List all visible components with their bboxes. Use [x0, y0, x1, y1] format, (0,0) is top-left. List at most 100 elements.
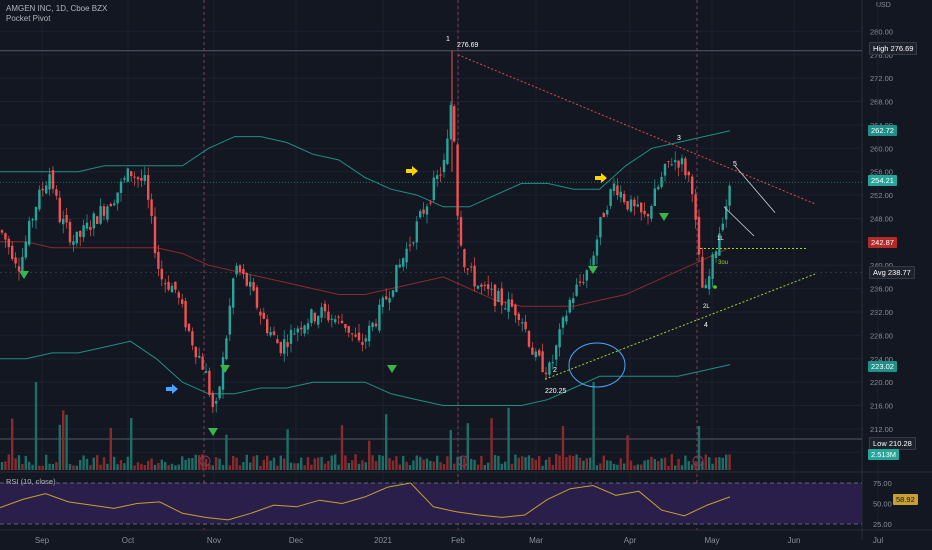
volume-bar — [442, 464, 446, 470]
candle-body — [184, 301, 187, 328]
symbol-title[interactable]: AMGEN INC, 1D, Cboe BZX — [6, 4, 108, 13]
candle-body — [225, 338, 228, 360]
volume-bar — [208, 464, 211, 470]
volume-bar — [527, 455, 531, 470]
volume-bar — [320, 456, 323, 470]
candle-body — [606, 209, 609, 215]
volume-bar — [589, 457, 592, 470]
volume-bar — [79, 460, 82, 470]
volume-bar — [300, 457, 303, 470]
volume-bar — [198, 455, 201, 470]
candle-body — [187, 323, 191, 332]
candle-body — [55, 189, 58, 196]
volume-bar — [245, 454, 248, 470]
volume-bar — [293, 463, 296, 470]
candle-body — [82, 225, 85, 238]
candle-body — [24, 241, 27, 258]
bb-lower-line — [0, 340, 731, 406]
volume-bar — [371, 455, 374, 470]
candle-body — [473, 265, 476, 287]
candle-body — [500, 288, 503, 306]
candle-body — [680, 158, 684, 165]
volume-bar — [561, 425, 565, 470]
candle-body — [174, 281, 177, 290]
volume-bar — [374, 461, 378, 470]
candle-body — [555, 345, 558, 360]
candle-body — [483, 284, 486, 286]
candle-body — [116, 192, 119, 204]
volume-bar — [663, 457, 667, 470]
sub-wave-label: 3ou — [718, 260, 728, 266]
candle-body — [147, 175, 150, 200]
volume-bar — [157, 462, 160, 470]
volume-bar — [269, 460, 272, 470]
rsi-tick-label: 50.00 — [873, 500, 892, 509]
volume-bar — [102, 457, 106, 470]
volume-bar — [204, 458, 208, 470]
candle-body — [378, 304, 381, 331]
candle-body — [456, 144, 459, 216]
volume-bar — [266, 455, 269, 470]
volume-bar — [92, 457, 95, 470]
volume-bar — [721, 457, 724, 470]
volume-bar — [490, 418, 493, 470]
candle-body — [75, 231, 78, 244]
candle-body — [347, 326, 350, 333]
volume-bar — [446, 456, 449, 470]
candle-body — [402, 258, 405, 267]
candle-body — [388, 298, 391, 303]
candle-body — [136, 177, 140, 180]
candle-body — [674, 160, 677, 163]
wave-label: 4 — [704, 322, 708, 329]
candle-body — [276, 339, 279, 344]
candle-body — [269, 332, 272, 336]
candle-body — [238, 265, 242, 272]
volume-bar — [429, 460, 432, 470]
rsi-line — [0, 482, 731, 521]
volume-bar — [7, 454, 10, 470]
price-tick-label: 252.00 — [870, 191, 893, 200]
volume-bar — [534, 459, 537, 470]
volume-bar — [4, 461, 7, 470]
indicator-label[interactable]: Pocket Pivot — [6, 14, 51, 23]
candle-body — [476, 285, 480, 289]
candle-body — [490, 288, 493, 290]
candle-body — [544, 372, 548, 375]
avg-tag: Avg 238.77 — [869, 266, 915, 279]
candle-body — [497, 290, 500, 302]
candle-body — [17, 266, 21, 272]
volume-bar — [11, 418, 14, 470]
candle-body — [167, 281, 170, 290]
candle-body — [504, 308, 507, 310]
candle-body — [89, 226, 92, 230]
volume-bar — [616, 464, 619, 470]
volume-bar — [130, 418, 133, 470]
volume-bar — [514, 454, 517, 470]
candle-body — [599, 217, 602, 238]
session-circle — [692, 455, 704, 467]
candle-body — [99, 206, 102, 224]
volume-bar — [106, 463, 109, 470]
candle-body — [123, 177, 126, 180]
candle-body — [303, 325, 306, 334]
candle-body — [262, 312, 265, 319]
volume-bar — [153, 464, 157, 470]
volume-bar — [221, 464, 225, 470]
candle-body — [113, 203, 116, 206]
volume-bar — [402, 455, 405, 470]
candle-body — [408, 244, 412, 246]
volume-bar — [174, 465, 177, 470]
candle-body — [442, 159, 446, 173]
volume-bar — [228, 465, 231, 470]
candle-body — [429, 202, 432, 204]
time-tick-label: Dec — [289, 536, 303, 545]
low-label: Low — [873, 439, 887, 448]
bb-upper-tag: 262.72 — [868, 125, 897, 136]
volume-bar — [640, 464, 643, 470]
volume-bar — [354, 454, 357, 470]
candle-body — [436, 175, 439, 180]
sub-wave-label: 2L — [703, 304, 710, 310]
volume-value: 2.513M — [871, 450, 897, 459]
